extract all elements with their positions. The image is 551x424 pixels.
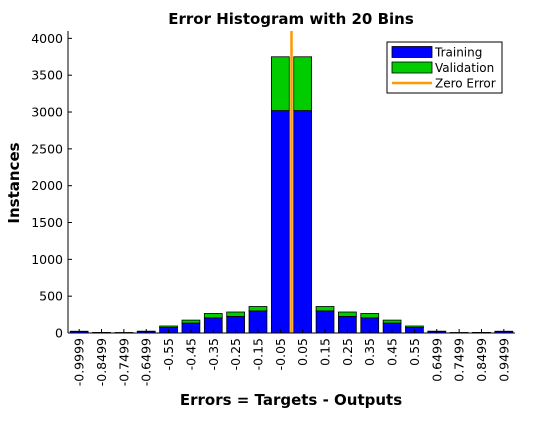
y-tick-label: 500 (39, 289, 63, 304)
x-tick-label: -0.15 (250, 338, 265, 370)
bar-validation-12 (338, 311, 357, 317)
legend-label: Training (434, 46, 482, 60)
x-tick-label: 0.35 (362, 338, 377, 366)
x-tick-label: 0.45 (385, 338, 400, 366)
x-tick-label: -0.45 (183, 338, 198, 370)
x-tick-label: -0.05 (273, 338, 288, 370)
x-tick-label: 0.6499 (429, 338, 444, 382)
y-tick-label: 3500 (31, 68, 63, 83)
bar-validation-4 (159, 325, 178, 328)
x-tick-label: 0.9499 (496, 338, 511, 382)
bar-validation-8 (248, 306, 268, 312)
x-tick-label: 0.25 (340, 338, 355, 366)
x-tick-label: 0.8499 (474, 338, 489, 382)
x-tick-label: -0.9999 (72, 338, 87, 386)
x-tick-label: 0.7499 (452, 338, 467, 382)
bar-validation-11 (315, 306, 335, 312)
y-tick-label: 0 (55, 326, 63, 341)
x-tick-label: -0.7499 (116, 338, 131, 386)
y-tick-label: 1000 (31, 252, 63, 267)
bar-validation-13 (360, 313, 380, 319)
legend-swatch-training (391, 46, 433, 58)
x-tick-label: 0.55 (407, 338, 422, 366)
y-tick-label: 2500 (31, 141, 63, 156)
legend-label: Zero Error (435, 77, 496, 91)
bar-validation-9 (270, 56, 290, 111)
x-tick-label: -0.8499 (94, 338, 109, 386)
x-axis-label: Errors = Targets - Outputs (180, 391, 402, 409)
y-tick-label: 3000 (31, 105, 63, 120)
x-tick-label: 0.15 (318, 338, 333, 366)
bar-validation-14 (382, 319, 402, 324)
y-axis-label: Instances (5, 142, 23, 223)
y-tick-label: 4000 (31, 31, 63, 46)
x-tick-label: -0.35 (206, 338, 221, 370)
bar-validation-10 (293, 56, 313, 111)
bar-validation-15 (405, 325, 424, 328)
legend-swatch-validation (391, 61, 433, 74)
x-tick-label: -0.25 (228, 338, 243, 370)
x-tick-label: 0.05 (295, 338, 310, 366)
x-tick-label: -0.6499 (139, 338, 154, 386)
bar-validation-5 (181, 319, 201, 324)
chart-title: Error Histogram with 20 Bins (168, 10, 414, 28)
bar-validation-6 (203, 313, 223, 319)
bar-validation-7 (226, 311, 245, 317)
y-tick-label: 1500 (31, 215, 63, 230)
bar-training-9 (270, 110, 290, 334)
y-tick-label: 2000 (31, 178, 63, 193)
legend-label: Validation (435, 61, 494, 75)
bar-training-10 (293, 110, 313, 334)
x-tick-label: -0.55 (161, 338, 176, 370)
